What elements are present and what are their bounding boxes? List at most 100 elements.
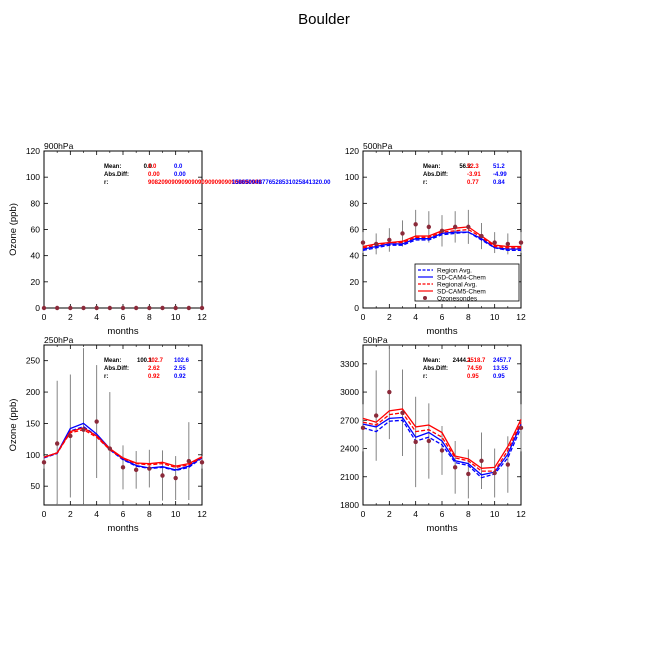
stats-cam4-value: 13.55 [493, 366, 509, 372]
panel-50hPa: 50hPa 0 2 4 6 8 10 12 months 1800 2100 2400 2700 3000… [340, 335, 526, 534]
obs-point [199, 305, 205, 311]
obs-point [94, 419, 99, 424]
x-tick-label: 8 [147, 312, 152, 322]
stats-label: Mean: [104, 164, 121, 170]
obs-point [452, 224, 458, 230]
y-tick-label: 40 [31, 251, 41, 261]
stats-cam4-value: 51.2 [493, 164, 505, 170]
stats-obs-value: 56.2 [459, 164, 471, 170]
obs-point [133, 305, 139, 311]
obs-point [466, 471, 471, 477]
x-tick-label: 12 [516, 509, 526, 519]
y-tick-label: 40 [350, 251, 360, 261]
x-tick-label: 12 [197, 312, 207, 322]
stats-label: r: [423, 374, 427, 380]
x-tick-label: 10 [490, 312, 500, 322]
obs-point [41, 305, 47, 311]
y-tick-label: 100 [26, 450, 40, 460]
level-label: 900hPa [44, 141, 74, 151]
stats-label: r: [423, 180, 427, 186]
obs-point [426, 438, 432, 444]
y-tick-label: 80 [31, 198, 41, 208]
y-axis-label: Ozone (ppb) [8, 203, 19, 256]
stats-cam4-value: 158650048776528531025841320.00 [232, 180, 331, 186]
obs-point [41, 460, 47, 465]
x-axis-label: months [107, 326, 138, 337]
obs-point [479, 458, 484, 463]
obs-point [107, 446, 113, 451]
y-tick-label: 2100 [340, 472, 359, 482]
stats-cam4-value: 0.00 [174, 172, 186, 178]
y-tick-label: 3000 [340, 387, 359, 397]
x-tick-label: 2 [387, 312, 392, 322]
obs-point [68, 305, 73, 311]
stats-obs-value: 100.1 [137, 358, 153, 364]
obs-point [426, 224, 432, 230]
level-label: 50hPa [363, 335, 388, 345]
x-axis-label: months [426, 326, 457, 337]
y-tick-label: 60 [31, 225, 41, 235]
y-axis-label: Ozone (ppb) [8, 399, 19, 452]
stats-label: Abs.Diff: [423, 366, 448, 372]
y-tick-label: 200 [26, 387, 40, 397]
stats-obs-value: 0.0 [144, 164, 153, 170]
obs-point [160, 305, 165, 311]
y-tick-label: 0 [354, 303, 359, 313]
x-tick-label: 6 [440, 312, 445, 322]
obs-point [439, 448, 445, 453]
obs-point [120, 465, 126, 470]
x-tick-label: 4 [413, 509, 418, 519]
stats-cam5-value: 9082090909090909090909090909090909 [148, 180, 262, 186]
obs-point [413, 439, 418, 445]
obs-point [400, 410, 405, 415]
stats-cam5-value: -3.91 [467, 172, 481, 178]
stats-label: Abs.Diff: [423, 172, 448, 178]
x-axis-label: months [426, 523, 457, 534]
y-tick-label: 120 [345, 146, 359, 156]
y-tick-label: 20 [350, 277, 360, 287]
obs-point [68, 433, 73, 439]
stats-cam5-value: 52.3 [467, 164, 479, 170]
y-tick-label: 2700 [340, 415, 359, 425]
x-tick-label: 2 [68, 509, 73, 519]
y-tick-label: 3300 [340, 359, 359, 369]
obs-point [199, 460, 205, 465]
obs-point [160, 473, 165, 478]
y-tick-label: 0 [35, 303, 40, 313]
obs-point [54, 441, 60, 446]
stats-cam4-value: 0.84 [493, 180, 505, 186]
obs-point [492, 240, 497, 245]
obs-point [120, 305, 126, 311]
obs-point [94, 305, 99, 311]
legend-label: SD-CAM5-Chem [437, 289, 486, 296]
obs-point [518, 425, 524, 431]
x-tick-label: 0 [42, 312, 47, 322]
obs-point [387, 389, 392, 395]
y-tick-label: 100 [26, 172, 40, 182]
obs-point [439, 228, 445, 234]
legend-marker [423, 296, 427, 300]
obs-point [479, 233, 484, 239]
obs-point [360, 425, 366, 431]
y-tick-label: 50 [31, 481, 41, 491]
x-tick-label: 4 [413, 312, 418, 322]
obs-point [373, 241, 379, 247]
x-tick-label: 12 [197, 509, 207, 519]
obs-point [186, 305, 192, 311]
stats-cam5-value: 0.95 [467, 374, 479, 380]
legend-label: Region Avg. [437, 268, 472, 275]
y-tick-label: 60 [350, 225, 360, 235]
obs-point [505, 241, 511, 247]
stats-label: Mean: [104, 358, 121, 364]
x-tick-label: 6 [121, 509, 126, 519]
legend-label: Regional Avg. [437, 282, 477, 289]
y-tick-label: 80 [350, 198, 360, 208]
obs-point [400, 231, 405, 236]
y-tick-label: 250 [26, 356, 40, 366]
stats-cam5-value: 0.0 [148, 164, 157, 170]
stats-label: Abs.Diff: [104, 366, 129, 372]
figure-title: Boulder [298, 11, 350, 28]
panel-500hPa: 500hPa 0 2 4 6 8 10 12 months 0 20 40 60 80 100 120 Mean… [345, 141, 526, 337]
obs-point [147, 466, 152, 471]
y-tick-label: 150 [26, 418, 40, 428]
